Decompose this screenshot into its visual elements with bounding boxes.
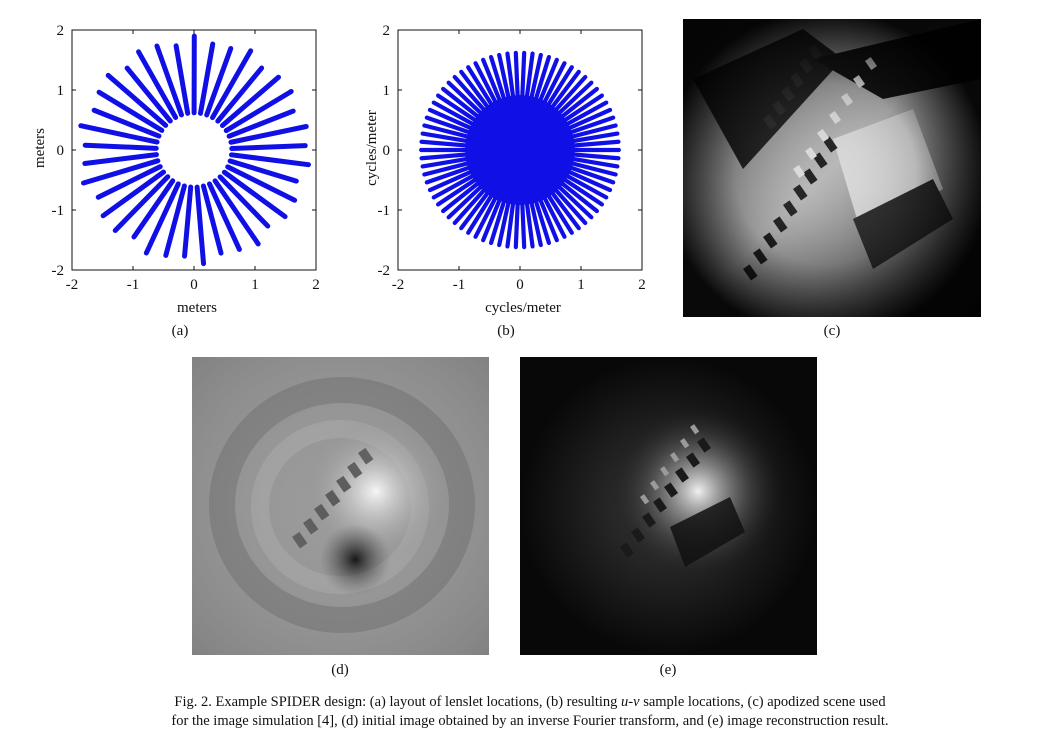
spoke-18 bbox=[82, 142, 159, 151]
spoke-0 bbox=[229, 143, 308, 152]
chart-a: -2 -1 0 1 2 -2 -1 0 1 2 meters meters bbox=[32, 23, 320, 316]
x-tick-label: 0 bbox=[516, 277, 524, 293]
x-tick-label: 2 bbox=[638, 277, 646, 293]
spoke-23 bbox=[112, 174, 171, 233]
car-shape bbox=[641, 512, 657, 528]
spoke-29 bbox=[200, 183, 224, 256]
x-tick-label: -2 bbox=[392, 277, 405, 293]
car-shape bbox=[653, 497, 668, 513]
y-tick-label: -1 bbox=[378, 203, 391, 219]
spoke-11 bbox=[154, 43, 184, 118]
car-shape bbox=[640, 494, 650, 505]
y-tick-label: -2 bbox=[378, 263, 391, 279]
dense-center-fill bbox=[465, 95, 575, 205]
spoke-14 bbox=[105, 72, 169, 128]
car-shape bbox=[690, 424, 700, 435]
spoke-17 bbox=[78, 123, 160, 145]
spoke-6 bbox=[210, 48, 254, 121]
x-tick-label: 0 bbox=[190, 277, 198, 293]
spoke-22 bbox=[100, 169, 167, 219]
spoke-20 bbox=[81, 158, 161, 186]
car-shape bbox=[631, 527, 646, 543]
x-tick-label: 1 bbox=[251, 277, 259, 293]
car-shape bbox=[650, 480, 660, 491]
car-shape bbox=[620, 542, 635, 558]
caption-line-2: for the image simulation [4], (d) initia… bbox=[171, 713, 889, 729]
chart-a-xlabel: meters bbox=[177, 300, 217, 316]
y-tick-label: 0 bbox=[57, 143, 65, 159]
spoke-8 bbox=[197, 41, 216, 116]
spoke-36 bbox=[229, 152, 311, 168]
chart-b-plot: -2 -1 0 1 2 -2 -1 0 1 2 bbox=[378, 23, 646, 293]
spoke-2 bbox=[226, 108, 296, 139]
subfig-label-d: (d) bbox=[331, 662, 349, 678]
caption-line-1: Fig. 2. Example SPIDER design: (a) layou… bbox=[174, 694, 886, 710]
car-shape bbox=[663, 482, 679, 498]
chart-a-ylabel: meters bbox=[32, 128, 48, 168]
subfig-label-c: (c) bbox=[823, 323, 841, 339]
chart-b-xlabel: cycles/meter bbox=[485, 300, 561, 316]
spoke-28 bbox=[194, 184, 207, 267]
figure-caption: Fig. 2. Example SPIDER design: (a) layou… bbox=[60, 693, 1000, 731]
x-tick-label: -2 bbox=[66, 277, 79, 293]
y-tick-label: 1 bbox=[57, 83, 65, 99]
x-tick-label: 2 bbox=[312, 277, 320, 293]
spoke-33 bbox=[221, 169, 288, 220]
car-shape bbox=[675, 467, 690, 483]
spoke-25 bbox=[143, 181, 181, 256]
spoke-31 bbox=[212, 178, 261, 247]
spoke-21 bbox=[95, 164, 163, 200]
spoke-12 bbox=[136, 49, 179, 120]
car-shape bbox=[685, 452, 701, 468]
chart-b-ylabel: cycles/meter bbox=[364, 110, 380, 186]
spoke-16 bbox=[91, 107, 162, 139]
y-tick-label: 2 bbox=[57, 23, 65, 39]
car-shape bbox=[670, 452, 680, 463]
y-tick-label: 0 bbox=[383, 143, 391, 159]
apodized-scene-image bbox=[683, 19, 981, 317]
y-tick-label: -1 bbox=[52, 203, 65, 219]
subfig-label-e: (e) bbox=[659, 662, 677, 678]
y-tick-label: 2 bbox=[383, 23, 391, 39]
x-tick-label: -1 bbox=[453, 277, 466, 293]
x-tick-label: -1 bbox=[127, 277, 140, 293]
spoke-27 bbox=[182, 184, 194, 259]
spoke-13 bbox=[124, 65, 173, 124]
spoke-19 bbox=[82, 152, 159, 166]
initial-image bbox=[192, 357, 489, 655]
spoke-5 bbox=[215, 65, 265, 124]
car-shape bbox=[697, 437, 712, 453]
spoke-30 bbox=[206, 181, 242, 252]
y-tick-label: 1 bbox=[383, 83, 391, 99]
spoke-32 bbox=[217, 174, 271, 229]
spoke-1 bbox=[228, 123, 309, 145]
caption-uv-italic: u-v bbox=[621, 694, 640, 710]
spoke-26 bbox=[163, 183, 187, 258]
car-shape bbox=[660, 466, 670, 477]
reconstructed-cars bbox=[620, 424, 712, 558]
spoke-7 bbox=[204, 45, 234, 118]
car-shape bbox=[680, 438, 690, 449]
spoke-24 bbox=[131, 178, 176, 240]
spoke-10 bbox=[173, 43, 191, 116]
x-tick-label: 1 bbox=[577, 277, 585, 293]
spoke-4 bbox=[219, 74, 282, 128]
reconstruction-image bbox=[520, 357, 817, 655]
subfig-label-b: (b) bbox=[497, 323, 515, 339]
y-tick-label: -2 bbox=[52, 263, 65, 279]
subfig-label-a: (a) bbox=[171, 323, 189, 339]
spoke-15 bbox=[96, 89, 165, 133]
spoke-34 bbox=[225, 164, 298, 203]
spoke-35 bbox=[227, 158, 299, 184]
spoke-3 bbox=[223, 88, 294, 134]
chart-a-plot: -2 -1 0 1 2 -2 -1 0 1 2 bbox=[52, 23, 320, 293]
chart-b: -2 -1 0 1 2 -2 -1 0 1 2 cycles/meter cycles/meter bbox=[364, 23, 646, 316]
